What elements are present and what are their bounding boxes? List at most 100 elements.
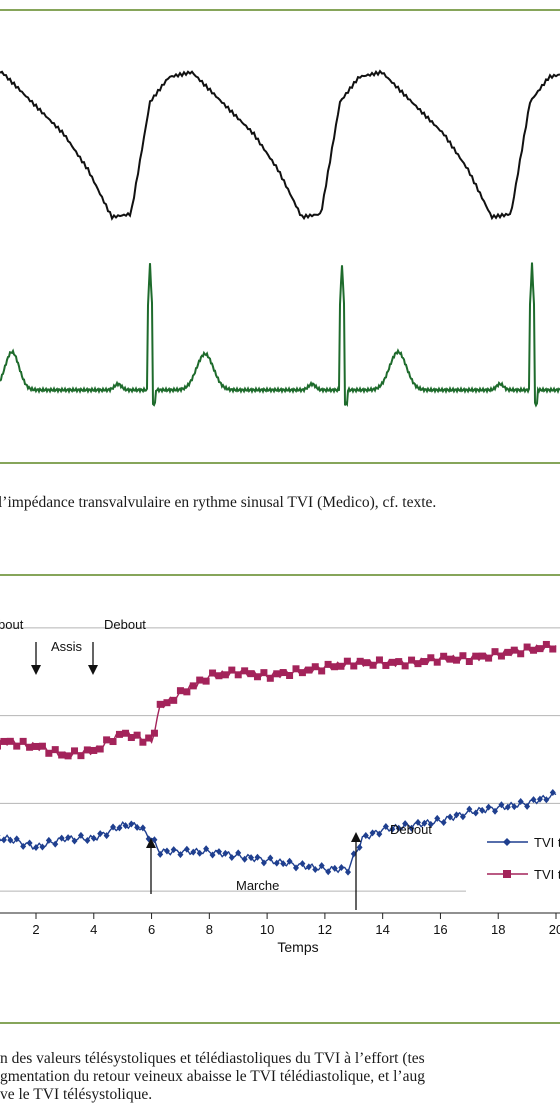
series-2-point <box>71 837 78 845</box>
series-2-point <box>362 831 369 839</box>
figure2-caption-line-3: ve le TVI télésystolique. <box>0 1086 153 1103</box>
series-2-point <box>151 836 158 844</box>
series-2-point <box>447 813 454 821</box>
series-2-point <box>530 796 537 804</box>
x-axis-label: Temps <box>277 939 318 955</box>
series-1-point <box>234 671 242 679</box>
series-1-point <box>32 742 40 750</box>
series-2-point <box>170 846 177 854</box>
series-1-point <box>305 666 313 674</box>
series-1-point <box>459 652 467 660</box>
series-1-point <box>286 671 294 679</box>
arrow-down-2 <box>88 642 98 675</box>
series-1-point <box>375 656 383 664</box>
series-2-point <box>536 795 543 803</box>
series-1-point <box>395 658 403 666</box>
series-2-point <box>293 864 299 872</box>
series-2-point <box>26 839 33 847</box>
legend-label-tvi-2: TVI t <box>534 867 560 882</box>
gridlines <box>0 627 560 892</box>
series-2-point <box>77 831 84 839</box>
series-2-point <box>318 862 325 870</box>
series-1-point <box>0 737 8 745</box>
series-1-point <box>510 646 518 654</box>
series-2-point <box>215 848 222 856</box>
series-2-point <box>222 849 229 857</box>
series-1-point <box>369 661 377 669</box>
series-2-point <box>248 854 255 862</box>
series-2-point <box>58 834 65 842</box>
series-2-point <box>511 803 518 811</box>
series-2-point <box>90 834 97 842</box>
series <box>0 640 557 876</box>
series-2-point <box>52 840 59 848</box>
series-1-point <box>139 738 147 746</box>
arrow-down-1 <box>31 642 41 675</box>
ecg-trace <box>0 262 560 408</box>
series-1-point <box>472 652 480 660</box>
series-1-point <box>26 743 34 751</box>
series-2-point <box>440 819 447 827</box>
series-1-point <box>58 751 66 759</box>
series-2-point <box>33 844 39 852</box>
series-2-point <box>260 859 267 867</box>
series-1-point <box>401 662 409 670</box>
series-1-point <box>109 738 117 746</box>
series-1-point <box>350 662 358 670</box>
series-1-point <box>209 669 217 677</box>
series-1-point <box>90 746 98 754</box>
legend-label-tvi-1: TVI t <box>534 835 560 850</box>
x-tick-label: 10 <box>260 922 274 937</box>
series-1-point <box>196 676 204 684</box>
series-2-point <box>453 811 460 819</box>
series-2-point <box>39 843 46 851</box>
series-2-point <box>110 823 117 831</box>
series-1-point <box>504 648 512 656</box>
x-tick-label: 14 <box>375 922 389 937</box>
arrow-up-2 <box>351 832 361 910</box>
figure1-caption: l’impédance transvalvulaire en rythme si… <box>0 494 437 511</box>
series-2-point <box>134 823 141 831</box>
series-2-point <box>466 805 473 813</box>
series-2-point <box>145 835 152 843</box>
series-2-point <box>434 814 441 822</box>
series-2-point <box>395 824 402 832</box>
series-1-point <box>71 747 79 755</box>
annotation-debout-top: Debout <box>104 617 146 632</box>
series-2-point <box>183 845 190 853</box>
series-1-point <box>440 652 448 660</box>
series-2-point <box>103 832 110 840</box>
series-2-point <box>312 865 319 873</box>
series-1-point <box>176 687 184 695</box>
series-2-point <box>20 842 27 850</box>
series-1-point <box>0 742 1 750</box>
series-1-point <box>497 652 505 660</box>
series-1-point <box>549 645 557 653</box>
series-1-point <box>202 677 210 685</box>
series-1-point <box>77 752 85 760</box>
series-2-point <box>97 830 104 838</box>
series-2-point <box>157 850 164 858</box>
series-2-point <box>549 788 556 796</box>
series-2-point <box>331 864 338 872</box>
figure2-caption: n des valeurs télésystoliques et télédia… <box>0 1050 560 1104</box>
series-1-point <box>408 656 416 664</box>
series-2-point <box>209 851 216 859</box>
series-2-point <box>280 860 287 868</box>
figure1-bottom-rule <box>0 462 560 464</box>
series-2-point <box>190 848 197 856</box>
series-2-point <box>402 820 409 828</box>
series-2-point <box>196 849 203 857</box>
series-1-point <box>19 737 27 745</box>
series-1-point <box>156 700 164 708</box>
series-1-point <box>298 669 306 677</box>
series-1-point <box>83 746 91 754</box>
series-2-point <box>350 850 357 858</box>
series-2-point <box>45 836 52 844</box>
series-1-point <box>228 666 236 674</box>
series-1-point <box>485 654 493 662</box>
series-2-point <box>492 807 499 815</box>
figure2-caption-line-1: n des valeurs télésystoliques et télédia… <box>0 1050 425 1067</box>
series-1-point <box>446 655 454 663</box>
series-1-point <box>51 746 59 754</box>
